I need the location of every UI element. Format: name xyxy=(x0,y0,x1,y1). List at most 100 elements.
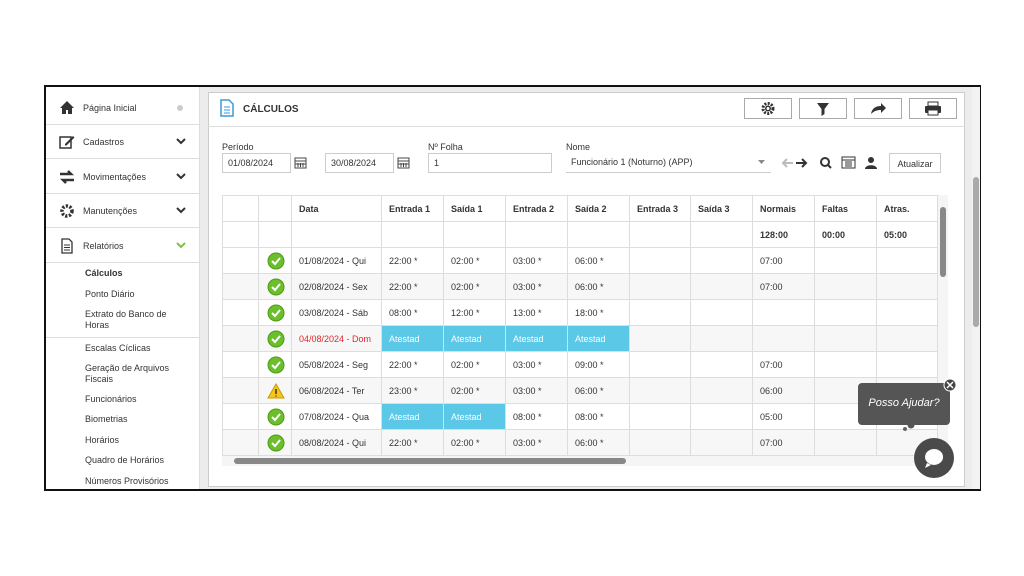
submenu-item[interactable]: Cálculos xyxy=(85,268,123,278)
cell-text: 02/08/2024 - Sex xyxy=(299,282,368,292)
cell-text: 05/08/2024 - Seg xyxy=(299,360,369,370)
column-header: Normais xyxy=(760,204,797,214)
cell xyxy=(382,222,444,248)
cell: 03:00 * xyxy=(506,248,568,274)
cell xyxy=(877,326,937,352)
submenu-item[interactable]: Extrato do Banco de Horas xyxy=(85,309,167,330)
cell xyxy=(630,248,691,274)
cell-text: Atestad xyxy=(575,334,606,344)
cell xyxy=(259,196,292,222)
cell-text: 06:00 * xyxy=(575,256,604,266)
menu-item[interactable]: Página Inicial xyxy=(46,91,200,125)
cell xyxy=(877,274,937,300)
menu-item[interactable]: Relatórios xyxy=(46,229,200,263)
cell-text: 02:00 * xyxy=(451,256,480,266)
menu-item[interactable]: Movimentações xyxy=(46,160,200,194)
status-icon xyxy=(267,382,285,399)
menu-item[interactable]: Manutenções xyxy=(46,194,200,229)
cell: 22:00 * xyxy=(382,274,444,300)
cell: 18:00 * xyxy=(568,300,630,326)
folha-input[interactable]: 1 xyxy=(428,153,552,173)
settings-button[interactable] xyxy=(744,98,792,119)
chevron xyxy=(176,207,186,214)
refresh-button[interactable]: Atualizar xyxy=(889,153,941,173)
cell xyxy=(630,378,691,404)
vertical-scrollbar[interactable] xyxy=(938,195,948,466)
cell: 08:00 * xyxy=(506,404,568,430)
cell-text: 03:00 * xyxy=(513,386,542,396)
cell xyxy=(630,352,691,378)
menu-label: Relatórios xyxy=(83,240,124,251)
cell: 13:00 * xyxy=(506,300,568,326)
page-title: CÁLCULOS xyxy=(243,104,299,115)
menu-icon xyxy=(59,169,75,184)
name-select[interactable]: Funcionário 1 (Noturno) (APP) xyxy=(566,153,771,173)
start-date[interactable]: 01/08/2024 xyxy=(222,153,291,173)
cell: 03:00 * xyxy=(506,378,568,404)
status-icon xyxy=(267,304,285,322)
column-header: Saída 1 xyxy=(451,204,483,214)
chat-button[interactable] xyxy=(913,437,955,479)
status-icon xyxy=(267,252,285,270)
cell: 06:00 * xyxy=(568,378,630,404)
cell-text: 07:00 xyxy=(760,282,783,292)
cell: 22:00 * xyxy=(382,430,444,455)
filter-button[interactable] xyxy=(799,98,847,119)
chevron xyxy=(176,138,186,145)
end-date[interactable]: 30/08/2024 xyxy=(325,153,394,173)
menu-item[interactable]: Cadastros xyxy=(46,125,200,160)
cell-text: 22:00 * xyxy=(389,438,418,448)
cell: 01/08/2024 - Qui xyxy=(292,248,382,274)
cell-text: 05:00 xyxy=(760,412,783,422)
cell xyxy=(815,430,877,455)
cell: 05/08/2024 - Seg xyxy=(292,352,382,378)
cell xyxy=(259,378,292,404)
status-icon xyxy=(267,278,285,296)
chat-decor xyxy=(903,378,957,431)
submenu-item[interactable]: Funcionários xyxy=(85,393,137,404)
menu-icon xyxy=(60,204,74,218)
cell-text: 23:00 * xyxy=(389,386,418,396)
cell xyxy=(691,430,753,455)
cell: 07:00 xyxy=(753,248,815,274)
cell-text: 03:00 * xyxy=(513,360,542,370)
cell-text: 02:00 * xyxy=(451,360,480,370)
cell xyxy=(223,430,259,455)
cell: Atras. xyxy=(877,196,937,222)
print-button[interactable] xyxy=(909,98,957,119)
calendar-icon[interactable] xyxy=(294,156,307,169)
cell: 02:00 * xyxy=(444,378,506,404)
label: Nome xyxy=(566,142,591,152)
submenu-item[interactable]: Ponto Diário xyxy=(85,288,135,299)
column-header: Entrada 2 xyxy=(513,204,555,214)
cell-text: Atestad xyxy=(451,334,482,344)
page-scrollbar[interactable] xyxy=(972,87,980,489)
cell xyxy=(630,300,691,326)
cell: Data xyxy=(292,196,382,222)
chevron xyxy=(176,241,186,249)
submenu-item[interactable]: Quadro de Horários xyxy=(85,455,165,465)
cell: 06:00 * xyxy=(568,248,630,274)
submenu-item[interactable]: Escalas Cíclicas xyxy=(85,342,151,353)
submenu-item[interactable]: Números Provisórios xyxy=(85,475,169,486)
dropdown-caret xyxy=(758,160,765,164)
cell-text: 06:00 * xyxy=(575,386,604,396)
cell xyxy=(753,326,815,352)
cell-text: 06:00 * xyxy=(575,438,604,448)
share-button[interactable] xyxy=(854,98,902,119)
menu-icon xyxy=(59,136,75,150)
horizontal-scrollbar[interactable] xyxy=(222,456,938,466)
submenu-item[interactable]: Horários xyxy=(85,434,120,445)
menu-icon xyxy=(61,237,73,254)
cell-text: 18:00 * xyxy=(575,308,604,318)
status-icon xyxy=(267,330,285,348)
cell: 22:00 * xyxy=(382,248,444,274)
total: 128:00 xyxy=(760,230,789,240)
cell xyxy=(259,430,292,455)
cell-text: 02:00 * xyxy=(451,438,480,448)
cell xyxy=(223,274,259,300)
submenu-item[interactable]: Biometrias xyxy=(85,414,128,424)
submenu-item[interactable]: Geração de Arquivos Fiscais xyxy=(85,363,170,384)
cell xyxy=(223,222,259,248)
calendar-icon[interactable] xyxy=(397,156,410,169)
